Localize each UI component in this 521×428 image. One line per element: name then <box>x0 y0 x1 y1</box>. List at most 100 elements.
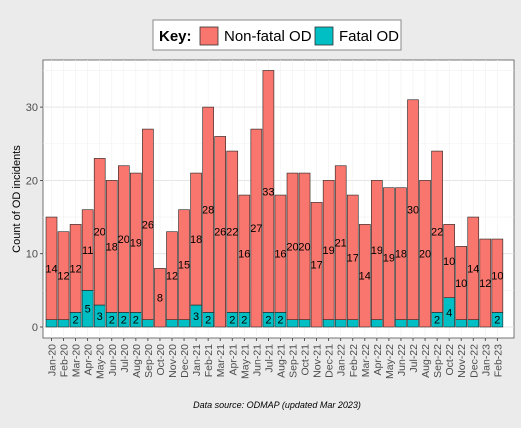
data-label-nonfatal: 30 <box>407 205 419 217</box>
x-tick-label: Dec-21 <box>324 344 336 378</box>
bar-nonfatal <box>407 99 419 320</box>
data-label-fatal: 2 <box>277 315 283 327</box>
data-label-nonfatal: 22 <box>226 227 238 239</box>
bar-fatal <box>455 319 468 328</box>
x-tick-label: Jan-20 <box>47 344 59 376</box>
legend: Key: Non-fatal OD Fatal OD <box>152 19 402 51</box>
data-label-fatal: 2 <box>229 315 235 327</box>
x-axis-ticks: Jan-20 Feb-20 Mar-20 Apr-20 May-20 Jun-20 Jul-… <box>47 338 504 379</box>
bar-nonfatal <box>395 187 407 320</box>
bar-nonfatal <box>130 172 142 313</box>
x-tick-label: Dec-20 <box>179 344 191 378</box>
data-label-fatal: 2 <box>205 315 211 327</box>
data-label-nonfatal: 14 <box>467 263 479 275</box>
bar-fatal <box>334 319 347 328</box>
data-label-nonfatal: 11 <box>82 245 93 257</box>
data-label-fatal: 2 <box>109 315 115 327</box>
data-label-nonfatal: 18 <box>395 249 407 261</box>
bar-nonfatal <box>491 238 504 313</box>
x-tick-label: Jul-21 <box>263 344 275 373</box>
bar-nonfatal <box>154 268 166 328</box>
data-label-nonfatal: 18 <box>106 241 118 253</box>
data-label-nonfatal: 20 <box>298 241 310 253</box>
x-tick-label: Apr-22 <box>372 344 384 376</box>
data-label-nonfatal: 19 <box>323 245 335 257</box>
data-label-nonfatal: 10 <box>491 271 503 283</box>
bar-nonfatal <box>443 224 455 298</box>
data-label-nonfatal: 19 <box>130 238 142 250</box>
data-label-fatal: 3 <box>193 311 199 323</box>
data-label-fatal: 2 <box>265 315 271 327</box>
data-label-nonfatal: 10 <box>443 256 455 268</box>
legend-swatch-fatal <box>314 26 334 46</box>
bar-nonfatal <box>142 128 154 320</box>
x-tick-label: Jul-20 <box>119 344 131 373</box>
bar-nonfatal <box>334 165 347 320</box>
bar-nonfatal <box>93 158 106 306</box>
bar-nonfatal <box>214 136 226 328</box>
x-tick-label: Feb-22 <box>348 344 360 377</box>
bar-nonfatal <box>274 194 287 313</box>
data-label-nonfatal: 20 <box>419 249 431 261</box>
x-tick-label: Jun-22 <box>396 344 408 376</box>
x-tick-label: Jul-22 <box>408 344 420 373</box>
bar-nonfatal <box>178 209 190 320</box>
x-tick-label: Sep-20 <box>143 344 155 378</box>
bar-nonfatal <box>358 224 371 328</box>
data-label-nonfatal: 19 <box>383 252 395 264</box>
x-tick-label: Jun-20 <box>107 344 119 376</box>
x-tick-label: Mar-22 <box>360 344 372 377</box>
bar-fatal <box>298 319 311 328</box>
y-axis-ticks: 0 10 20 30 <box>26 102 43 334</box>
x-tick-label: Oct-22 <box>444 344 456 376</box>
data-label-nonfatal: 26 <box>214 227 226 239</box>
data-label-nonfatal: 12 <box>69 263 81 275</box>
y-tick-label: 0 <box>32 322 38 334</box>
data-label-fatal: 2 <box>121 315 127 327</box>
legend-label-fatal: Fatal OD <box>339 28 399 45</box>
bar-fatal <box>178 319 190 328</box>
bar-nonfatal <box>105 180 118 313</box>
data-label-nonfatal: 26 <box>142 219 154 231</box>
x-tick-label: Oct-21 <box>300 344 312 376</box>
x-tick-label: Dec-22 <box>468 344 480 378</box>
bar-nonfatal <box>69 224 82 313</box>
bar-nonfatal <box>346 194 359 320</box>
bar-fatal <box>322 319 335 328</box>
data-label-fatal: 4 <box>446 307 452 319</box>
data-label-nonfatal: 12 <box>479 278 491 290</box>
bar-fatal <box>346 319 359 328</box>
bar-nonfatal <box>202 106 214 313</box>
x-tick-label: Mar-21 <box>215 344 227 377</box>
x-tick-label: Feb-20 <box>59 344 71 377</box>
data-label-nonfatal: 22 <box>431 227 443 239</box>
data-label-fatal: 2 <box>241 315 247 327</box>
data-label-nonfatal: 17 <box>310 260 322 272</box>
bar-nonfatal <box>45 216 58 320</box>
bar-nonfatal <box>81 209 94 291</box>
legend-label-nonfatal: Non-fatal OD <box>224 28 312 45</box>
bars <box>45 70 504 328</box>
x-tick-label: Sep-21 <box>288 344 300 378</box>
y-tick-label: 30 <box>26 102 38 114</box>
x-tick-label: Apr-21 <box>227 344 239 376</box>
x-tick-label: Jan-22 <box>336 344 348 376</box>
data-label-nonfatal: 18 <box>190 234 202 246</box>
data-label-nonfatal: 12 <box>57 271 69 283</box>
x-tick-label: Feb-21 <box>203 344 215 377</box>
data-label-nonfatal: 8 <box>157 293 163 305</box>
bar-nonfatal <box>467 216 480 320</box>
bar-nonfatal <box>286 172 299 320</box>
bar-nonfatal <box>371 180 383 320</box>
data-label-nonfatal: 14 <box>359 271 371 283</box>
bar-fatal <box>142 319 154 328</box>
bar-nonfatal <box>262 70 275 313</box>
bar-fatal <box>395 319 407 328</box>
data-label-nonfatal: 12 <box>166 271 178 283</box>
data-label-nonfatal: 20 <box>286 241 298 253</box>
y-tick-label: 10 <box>26 249 38 261</box>
x-tick-label: Aug-22 <box>420 344 432 378</box>
bar-fatal <box>467 319 480 328</box>
